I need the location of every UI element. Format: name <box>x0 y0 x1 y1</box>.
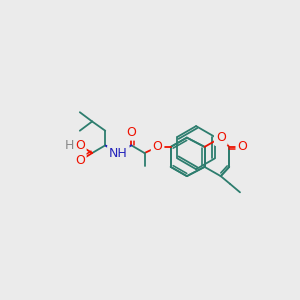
Text: NH: NH <box>109 146 128 160</box>
Text: O: O <box>127 126 136 139</box>
Text: O: O <box>75 139 85 152</box>
Polygon shape <box>105 145 122 157</box>
Text: O: O <box>237 140 247 153</box>
Text: O: O <box>75 154 85 167</box>
Text: H: H <box>64 139 74 152</box>
Text: O: O <box>153 140 163 153</box>
Text: O: O <box>216 131 226 144</box>
